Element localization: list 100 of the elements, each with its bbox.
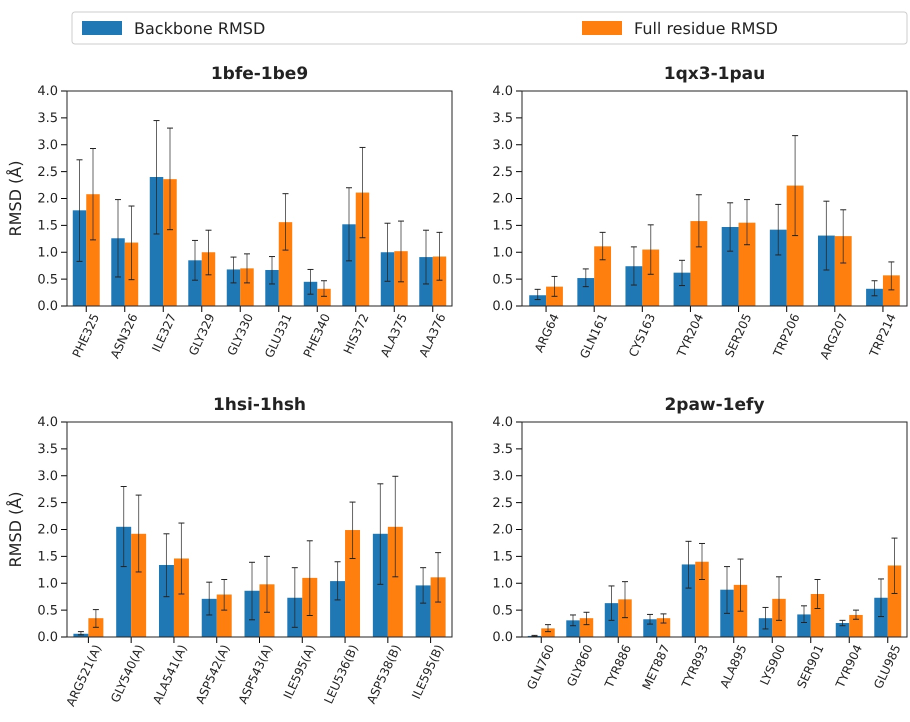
- bar: [111, 238, 125, 306]
- y-tick-label: 3.0: [37, 138, 58, 153]
- bar: [810, 594, 824, 637]
- bar: [163, 179, 177, 306]
- bar: [388, 526, 403, 637]
- bar: [124, 242, 138, 306]
- bar: [416, 585, 431, 637]
- bar: [738, 222, 756, 306]
- y-tick-label: 0.0: [37, 630, 58, 646]
- y-tick-label: 3.0: [492, 468, 513, 484]
- bar: [304, 282, 318, 306]
- bar: [625, 266, 642, 306]
- bar: [772, 598, 786, 637]
- chart-title: 1bfe-1be9: [210, 64, 308, 84]
- bar: [356, 192, 370, 306]
- chart-title: 1qx3-1pau: [664, 64, 766, 84]
- bar: [302, 578, 318, 637]
- y-tick-label: 1.5: [37, 218, 58, 234]
- bar: [244, 590, 260, 637]
- bar: [770, 230, 787, 306]
- y-tick-label: 3.5: [37, 442, 58, 458]
- bar: [888, 566, 902, 637]
- y-tick-label: 3.5: [37, 111, 58, 126]
- bar: [734, 584, 748, 637]
- bar: [836, 623, 850, 637]
- bar: [131, 534, 146, 637]
- bar: [265, 270, 279, 306]
- bar: [150, 177, 164, 306]
- y-tick-label: 1.0: [37, 576, 58, 592]
- bar: [86, 194, 100, 306]
- y-tick-label: 0.0: [37, 299, 58, 314]
- bar: [797, 614, 811, 637]
- bar: [380, 252, 394, 306]
- chart-title: 2paw-1efy: [664, 395, 765, 415]
- legend-label: Backbone RMSD: [134, 19, 266, 38]
- bar: [529, 295, 546, 306]
- y-tick-label: 0.5: [37, 272, 58, 288]
- bar: [786, 186, 804, 306]
- y-tick-label: 0.5: [37, 603, 58, 618]
- y-tick-label: 3.5: [492, 111, 513, 126]
- bar: [216, 594, 232, 637]
- y-tick-label: 1.0: [492, 576, 513, 592]
- bar: [818, 236, 835, 306]
- bar: [317, 288, 331, 306]
- y-tick-label: 4.0: [492, 415, 513, 430]
- bar: [240, 268, 254, 306]
- bar: [566, 620, 580, 637]
- bar: [372, 534, 388, 637]
- y-tick-label: 3.0: [492, 138, 513, 153]
- y-tick-label: 2.0: [492, 522, 513, 538]
- y-tick-label: 1.5: [37, 550, 58, 565]
- y-tick-label: 1.0: [492, 245, 513, 260]
- bar: [88, 618, 104, 637]
- bar: [643, 619, 657, 637]
- bar: [577, 278, 594, 306]
- bar: [604, 603, 618, 637]
- bar: [720, 590, 734, 637]
- bar: [642, 250, 660, 306]
- bar: [419, 257, 433, 306]
- bar: [345, 530, 360, 637]
- chart-title: 1hsi-1hsh: [212, 395, 306, 415]
- y-tick-label: 2.5: [37, 496, 58, 511]
- bar: [546, 286, 563, 306]
- y-axis-title: RMSD (Å): [6, 492, 25, 568]
- bar: [260, 584, 274, 637]
- y-tick-label: 4.0: [492, 84, 513, 100]
- bar: [72, 210, 86, 306]
- y-tick-label: 4.0: [37, 84, 58, 100]
- bar: [202, 598, 217, 637]
- bar: [594, 246, 612, 306]
- bar: [158, 564, 174, 637]
- y-tick-label: 2.5: [37, 164, 58, 180]
- bar: [394, 251, 408, 306]
- bar: [342, 224, 356, 306]
- y-tick-label: 0.5: [492, 272, 513, 288]
- bar: [722, 226, 739, 306]
- y-tick-label: 3.0: [37, 468, 58, 484]
- bar: [174, 558, 189, 637]
- y-axis-title: RMSD (Å): [6, 160, 25, 236]
- y-tick-label: 0.0: [492, 630, 513, 646]
- bar: [849, 614, 863, 637]
- y-tick-label: 1.5: [492, 218, 513, 234]
- y-tick-label: 2.0: [37, 522, 58, 538]
- bar: [866, 288, 883, 306]
- bar: [695, 562, 709, 637]
- bar: [188, 260, 202, 306]
- y-tick-label: 2.0: [37, 192, 58, 207]
- y-tick-label: 0.5: [492, 603, 513, 618]
- bar: [116, 526, 132, 637]
- y-tick-label: 2.5: [492, 496, 513, 511]
- y-tick-label: 2.0: [492, 192, 513, 207]
- bar: [682, 564, 696, 637]
- bar: [278, 222, 292, 306]
- bar: [834, 236, 852, 306]
- y-tick-label: 3.5: [492, 442, 513, 458]
- y-tick-label: 1.5: [492, 550, 513, 565]
- bar: [656, 618, 670, 637]
- bar: [580, 618, 594, 637]
- bar: [430, 577, 446, 637]
- legend-label: Full residue RMSD: [634, 19, 778, 38]
